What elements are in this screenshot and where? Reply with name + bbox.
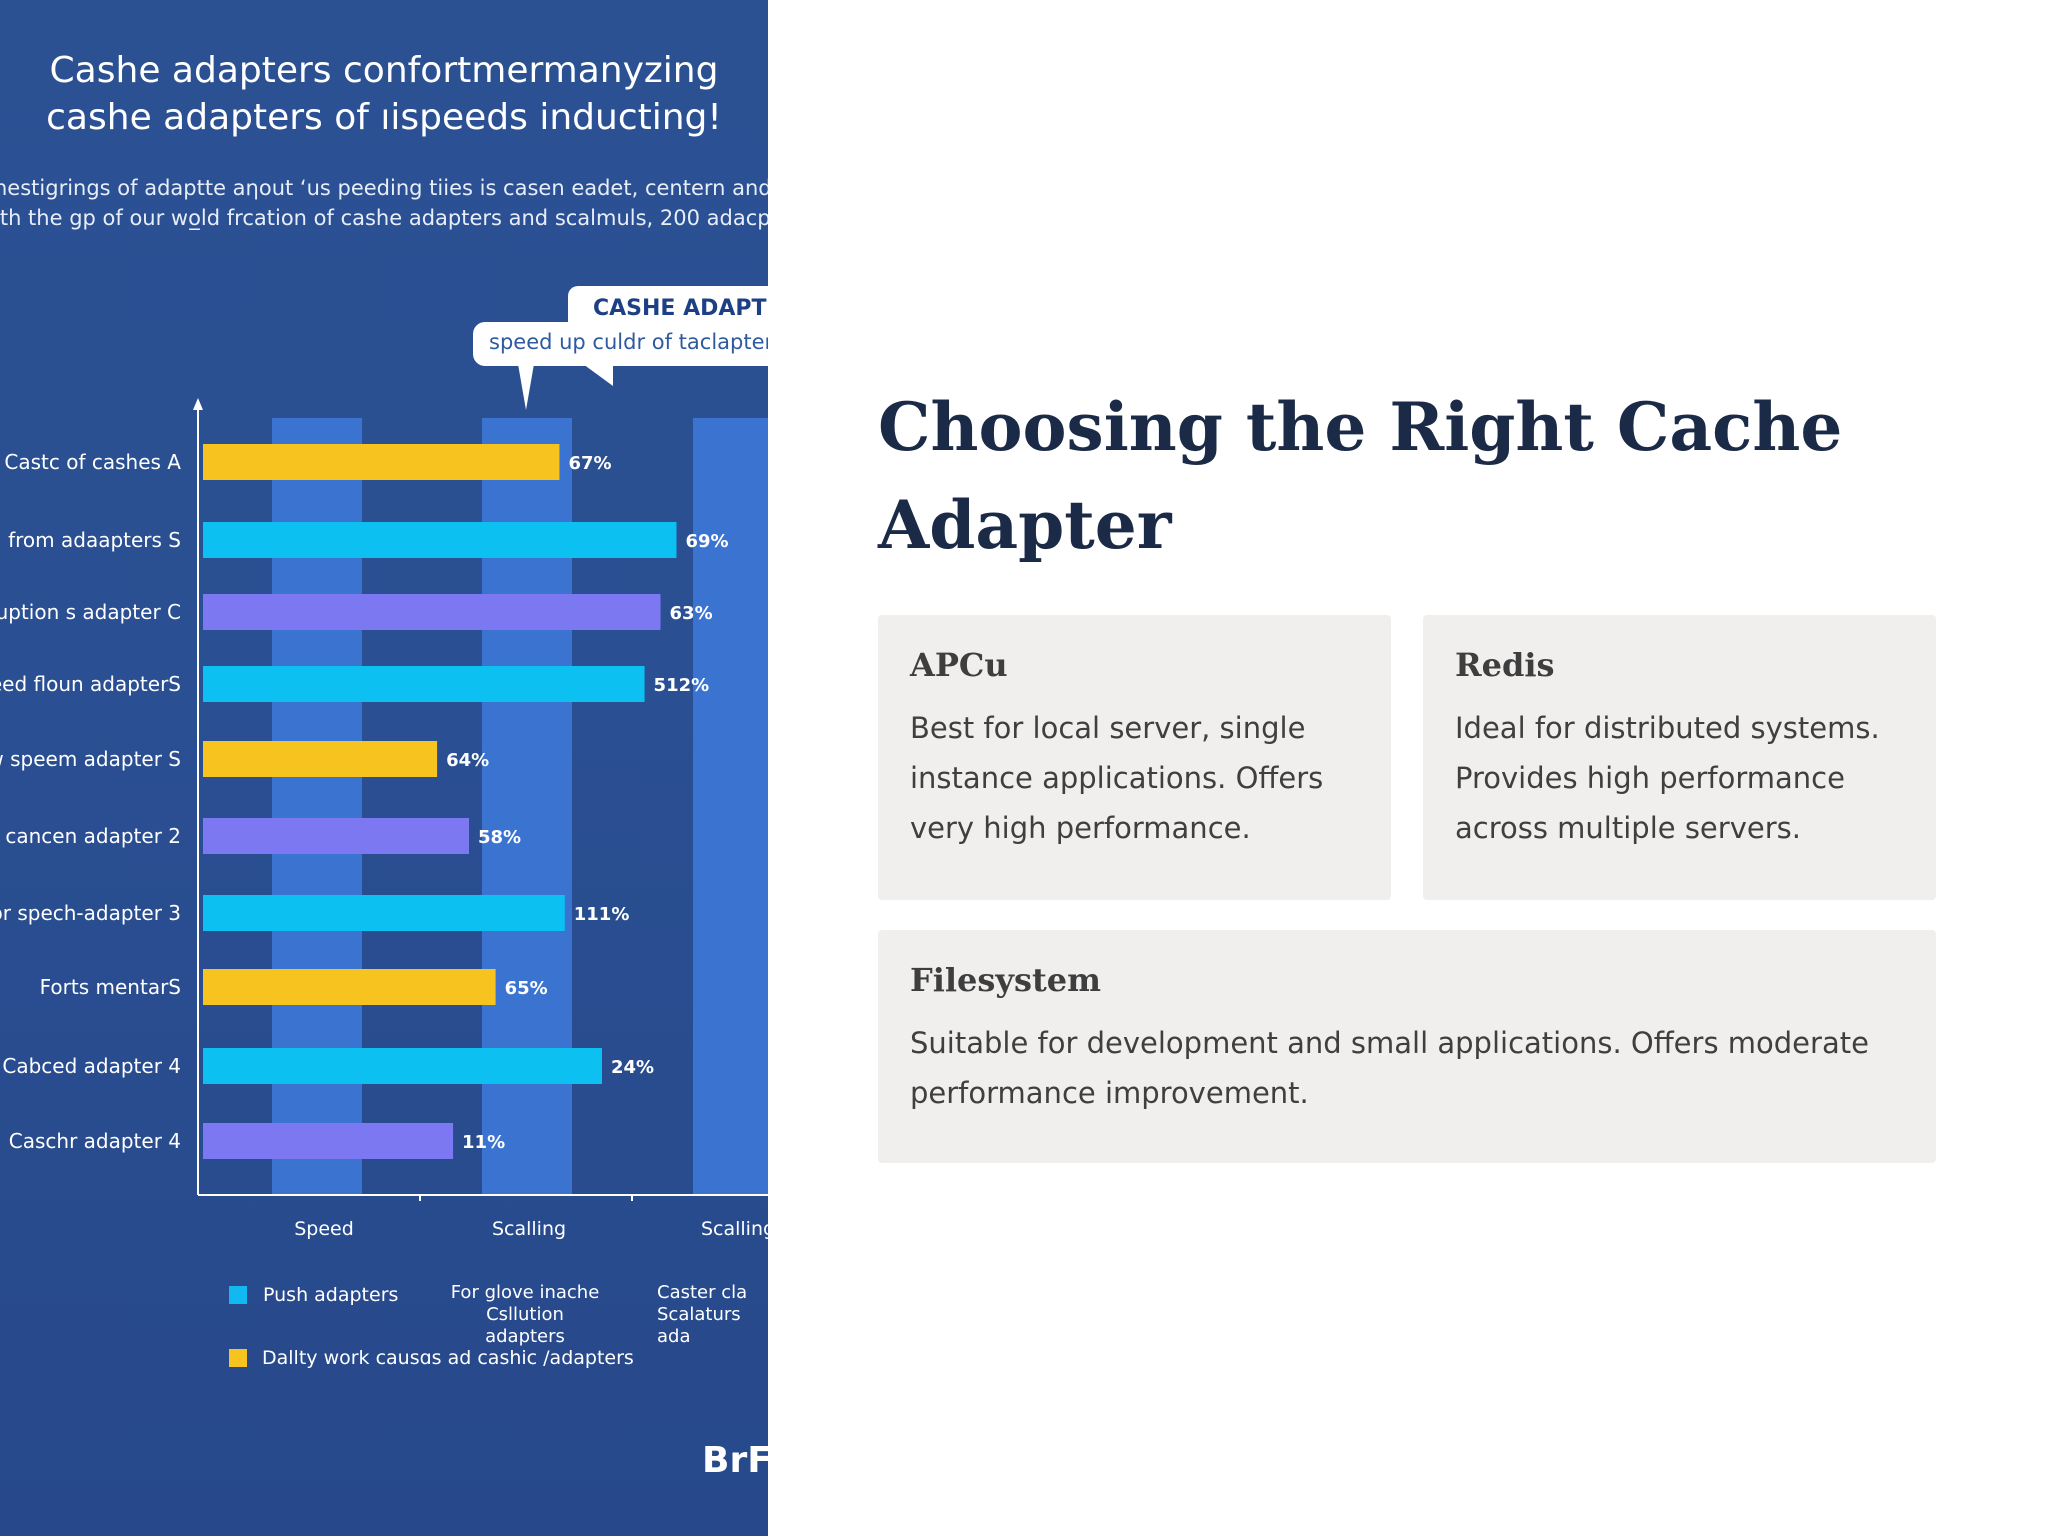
callout-pointer [583, 364, 613, 386]
bar [203, 1048, 602, 1084]
category-label: ed from adaapters S [0, 528, 181, 552]
category-label: Cabced adapter 4 [2, 1054, 181, 1078]
column-band [693, 418, 768, 1195]
page-title: Choosing the Right Cache Adapter [878, 388, 1843, 564]
data-label: 67% [568, 453, 611, 474]
bar-chart: Castc of cashes A 67% ed from adaapters S 6… [0, 398, 768, 1240]
card-text: Best for local server, single instance a… [910, 711, 1324, 845]
card-title: Filesystem [910, 961, 1102, 999]
card-filesystem: Filesystem Suitable for development and … [878, 930, 1936, 1163]
callout-text: speed up culdr of taclapter [489, 330, 768, 354]
column-group-label: Scalling [701, 1218, 768, 1240]
bar [203, 895, 565, 931]
column-group-label: Scalling [492, 1218, 566, 1240]
bar [203, 818, 469, 854]
data-label: 64% [446, 750, 489, 771]
data-label: 111% [574, 904, 630, 925]
bar [203, 1123, 454, 1159]
data-label: 24% [611, 1057, 654, 1078]
category-label: eed floun adapterS [0, 672, 181, 696]
callout-title: CASHE ADAPTER [593, 296, 768, 321]
category-label: cuption s adapter C [0, 600, 181, 624]
bar [203, 969, 496, 1005]
legend-label-daily: Dallty work causɑs ad cashic /adapters [262, 1347, 634, 1369]
legend-label-caster: Caster cla Scalaturs ada [657, 1282, 748, 1347]
category-label: Castc of cashes A [4, 450, 181, 474]
legend-swatch-daily [229, 1349, 247, 1367]
category-label: ow speem adapter S [0, 747, 181, 771]
category-label: or spech-adapter 3 [0, 901, 181, 925]
bar [203, 522, 677, 558]
legend-label-glove: For glove inache Csllution adapters [450, 1282, 600, 1347]
legend-label-push: Push adapters [263, 1284, 399, 1306]
data-label: 69% [685, 531, 728, 552]
brand-logo: BrFa [702, 1440, 768, 1481]
data-label: 65% [505, 978, 548, 999]
callout-speech-bubble: speed up culdr of taclapter [473, 322, 768, 366]
y-axis-arrow [193, 398, 203, 410]
category-label: d cancen adapter 2 [0, 824, 181, 848]
data-label: 512% [654, 675, 710, 696]
infographic-image: Cashe adapters confortmermanyzing cashe … [0, 0, 768, 1536]
bar [203, 594, 661, 630]
card-title: Redis [1455, 646, 1555, 684]
infographic-title-line-2: cashe adapters of ıispeeds inducting! [46, 97, 722, 138]
card-redis: Redis Ideal for distributed systems. Pro… [1423, 615, 1936, 900]
card-text: Suitable for development and small appli… [910, 1026, 1869, 1110]
bar [203, 666, 645, 702]
bar [203, 741, 438, 777]
infographic-subtitle-line-2: ith the gp of our wo̲ld frcation of cash… [0, 206, 768, 230]
card-title: APCu [910, 646, 1008, 684]
category-label: Caschr adapter 4 [9, 1129, 181, 1153]
infographic-title-line-1: Cashe adapters confortmermanyzing [49, 50, 719, 91]
legend-swatch-push [229, 1286, 247, 1304]
callout-pointer [518, 364, 534, 410]
data-label: 58% [478, 827, 521, 848]
bar [203, 444, 560, 480]
data-label: 11% [462, 1132, 505, 1153]
card-apcu: APCu Best for local server, single insta… [878, 615, 1391, 900]
category-label: Forts mentarS [40, 975, 181, 999]
infographic-subtitle-line-1: nestigrings of adaptte aηout ‘us peeding… [0, 176, 768, 200]
data-label: 63% [670, 603, 713, 624]
column-group-label: Speed [294, 1218, 354, 1240]
card-text: Ideal for distributed systems. Provides … [1455, 711, 1880, 845]
